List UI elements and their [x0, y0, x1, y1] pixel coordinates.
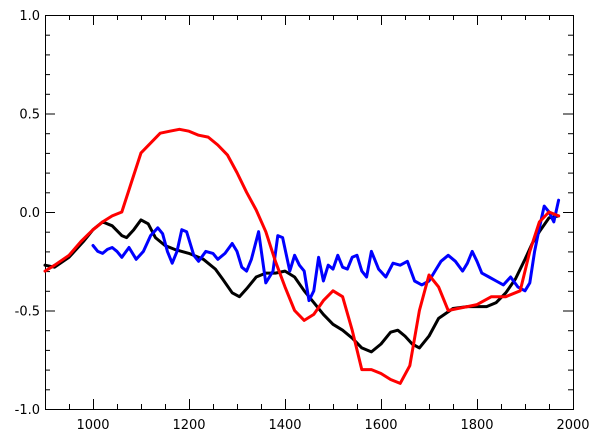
x-tick-label: 2000 [556, 418, 589, 433]
axis-tick-labels: 1000 1200 1400 1600 1800 2000 -1.0 -0.5 0.0 0.5 1.… [15, 9, 590, 433]
x-tick-label: 1800 [460, 418, 493, 433]
x-tick-label: 1000 [76, 418, 109, 433]
x-tick-label: 1200 [172, 418, 205, 433]
axis-ticks [45, 15, 574, 410]
x-tick-label: 1600 [364, 418, 397, 433]
plot-frame [45, 15, 574, 410]
y-tick-label: -1.0 [15, 403, 40, 418]
series-line-2 [91, 198, 561, 303]
y-tick-label: 0.0 [19, 206, 40, 221]
y-tick-label: 1.0 [19, 9, 40, 24]
series-line-3 [43, 127, 561, 385]
y-tick-label: -0.5 [15, 305, 40, 320]
y-tick-label: 0.5 [19, 108, 40, 123]
series-line-1 [43, 214, 561, 354]
series-group [43, 127, 561, 385]
x-tick-label: 1400 [268, 418, 301, 433]
